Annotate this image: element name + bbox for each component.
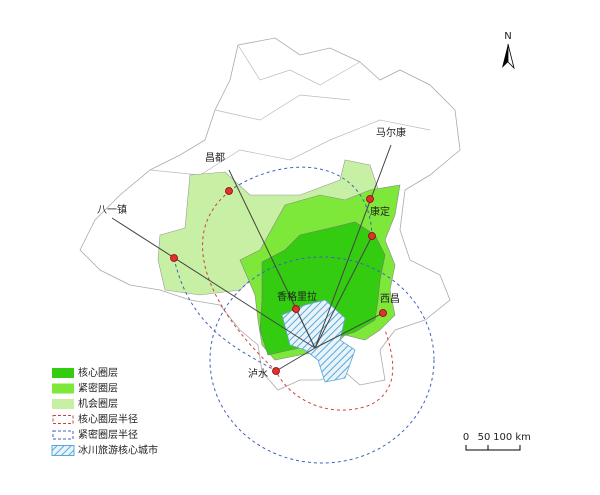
core-radius: [202, 190, 394, 411]
city-label: 泸水: [248, 368, 268, 380]
legend-swatch: [52, 368, 74, 378]
legend-label: 机会圈层: [78, 397, 118, 410]
close-radius: [209, 256, 435, 464]
scale-label: 0: [463, 432, 469, 443]
legend-swatch: [52, 383, 74, 394]
legend-swatch: [52, 415, 74, 424]
legend-label: 冰川旅游核心城市: [78, 444, 158, 457]
legend-label: 核心圈层: [78, 366, 118, 379]
legend-label: 紧密圈层: [78, 382, 118, 395]
city-label: 昌都: [205, 152, 225, 164]
scale-label: 100 km: [493, 432, 531, 443]
scale-label: 50: [478, 432, 491, 443]
city-label: 八一镇: [97, 203, 127, 216]
city-label: 康定: [370, 205, 390, 218]
north-arrow: N: [502, 31, 515, 70]
north-label: N: [504, 31, 511, 42]
city-label: 马尔康: [376, 126, 406, 139]
city-dots: [170, 187, 387, 375]
legend-label: 紧密圈层半径: [78, 428, 138, 441]
city-label: 香格里拉: [277, 290, 317, 303]
legend-swatch: [52, 399, 74, 409]
close-radius-arc: [173, 166, 373, 372]
legend-swatch: [52, 430, 74, 440]
links: [111, 144, 392, 372]
legend-label: 核心圈层半径: [78, 413, 138, 426]
city-label: 西昌: [380, 293, 400, 305]
legend-swatch: [51, 445, 75, 456]
scale-bar: 0 50 100 km: [463, 432, 531, 451]
